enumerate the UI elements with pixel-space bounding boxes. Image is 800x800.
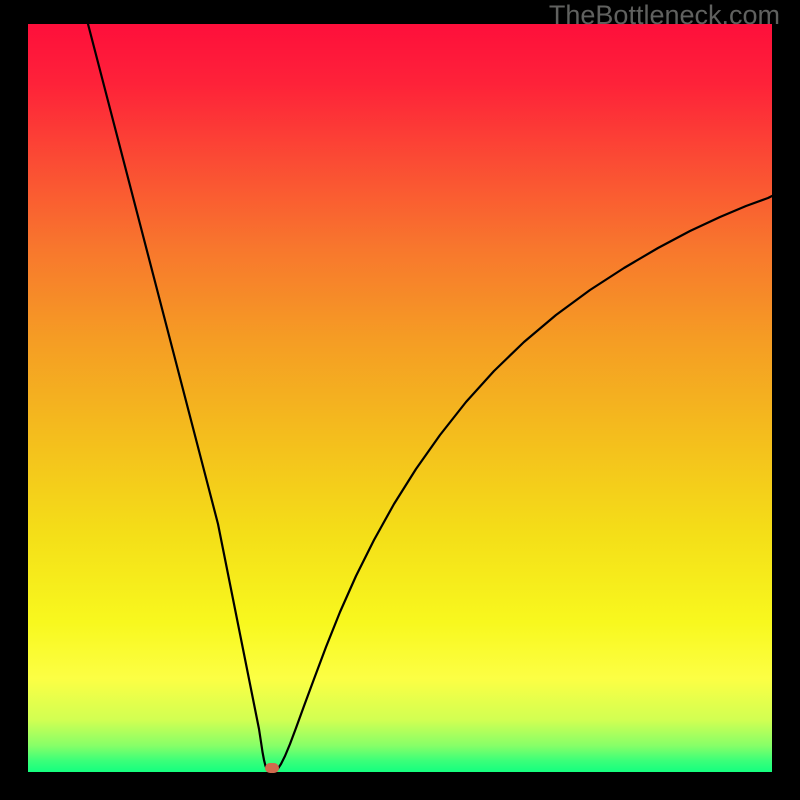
bottleneck-curve — [88, 24, 772, 772]
watermark-text: TheBottleneck.com — [549, 0, 780, 31]
optimum-marker — [265, 763, 279, 773]
chart-stage: TheBottleneck.com — [0, 0, 800, 800]
chart-curve-layer — [0, 0, 800, 800]
